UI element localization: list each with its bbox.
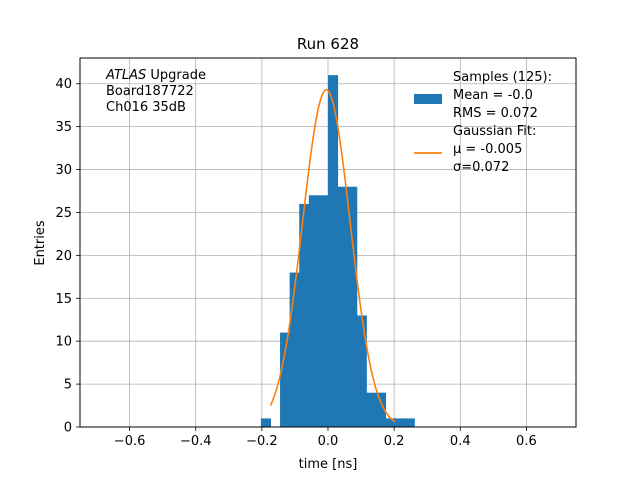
legend-text-line: Samples (125): [453, 70, 552, 85]
x-axis-ticks: −0.6 −0.4 −0.2 0.0 0.2 0.4 0.6 [114, 427, 537, 449]
legend-text-line: σ=0.072 [453, 160, 509, 175]
y-tick-label: 30 [55, 163, 72, 178]
histogram-bar [328, 75, 339, 428]
x-tick-label: −0.4 [180, 434, 212, 449]
legend: Samples (125): Mean = -0.0 RMS = 0.072 Ga… [414, 70, 552, 175]
annotation-line: ATLAS Upgrade [105, 68, 206, 83]
histogram-bar [385, 418, 396, 427]
annotation-line: Ch016 35dB [106, 100, 186, 115]
y-axis-label: Entries [33, 220, 48, 266]
legend-text-line: Gaussian Fit: [453, 124, 536, 139]
histogram-bars [260, 75, 415, 428]
histogram-bar [395, 418, 406, 427]
legend-text-line: μ = -0.005 [453, 142, 522, 157]
y-tick-label: 35 [55, 120, 72, 135]
y-tick-label: 15 [55, 292, 72, 307]
histogram-bar [375, 392, 387, 427]
chart-title: Run 628 [297, 35, 359, 53]
x-tick-label: 0.0 [318, 434, 339, 449]
y-tick-label: 10 [55, 335, 72, 350]
atlas-annotation: ATLAS Upgrade Board187722 Ch016 35dB [105, 68, 206, 115]
y-tick-label: 40 [55, 77, 72, 92]
histogram-bar [289, 272, 300, 427]
x-tick-label: 0.2 [384, 434, 405, 449]
gaussian-fit-curve [269, 88, 396, 423]
annotation-line: Board187722 [106, 84, 194, 99]
y-axis-ticks: 0 5 10 15 20 25 30 35 40 [55, 77, 80, 436]
x-tick-label: 0.6 [516, 434, 537, 449]
legend-text-line: RMS = 0.072 [453, 106, 538, 121]
histogram-bar [404, 418, 415, 427]
y-tick-label: 5 [64, 378, 72, 393]
histogram-bar [356, 315, 367, 427]
x-axis-label: time [ns] [299, 457, 358, 472]
fit-curve-group [269, 88, 396, 423]
histogram-bar [347, 186, 358, 427]
histogram-bar [280, 332, 291, 427]
histogram-bar [318, 195, 329, 427]
histogram-bar [337, 186, 348, 427]
legend-text-line: Mean = -0.0 [453, 88, 533, 103]
x-tick-label: −0.6 [114, 434, 146, 449]
x-tick-label: 0.4 [450, 434, 471, 449]
histogram-bar [299, 203, 310, 427]
x-tick-label: −0.2 [246, 434, 278, 449]
y-tick-label: 20 [55, 249, 72, 264]
histogram-bar [260, 418, 271, 427]
legend-patch-samples [414, 94, 442, 104]
histogram-bar [366, 392, 377, 427]
y-tick-label: 0 [64, 421, 72, 436]
y-tick-label: 25 [55, 206, 72, 221]
histogram-bar [308, 195, 319, 427]
